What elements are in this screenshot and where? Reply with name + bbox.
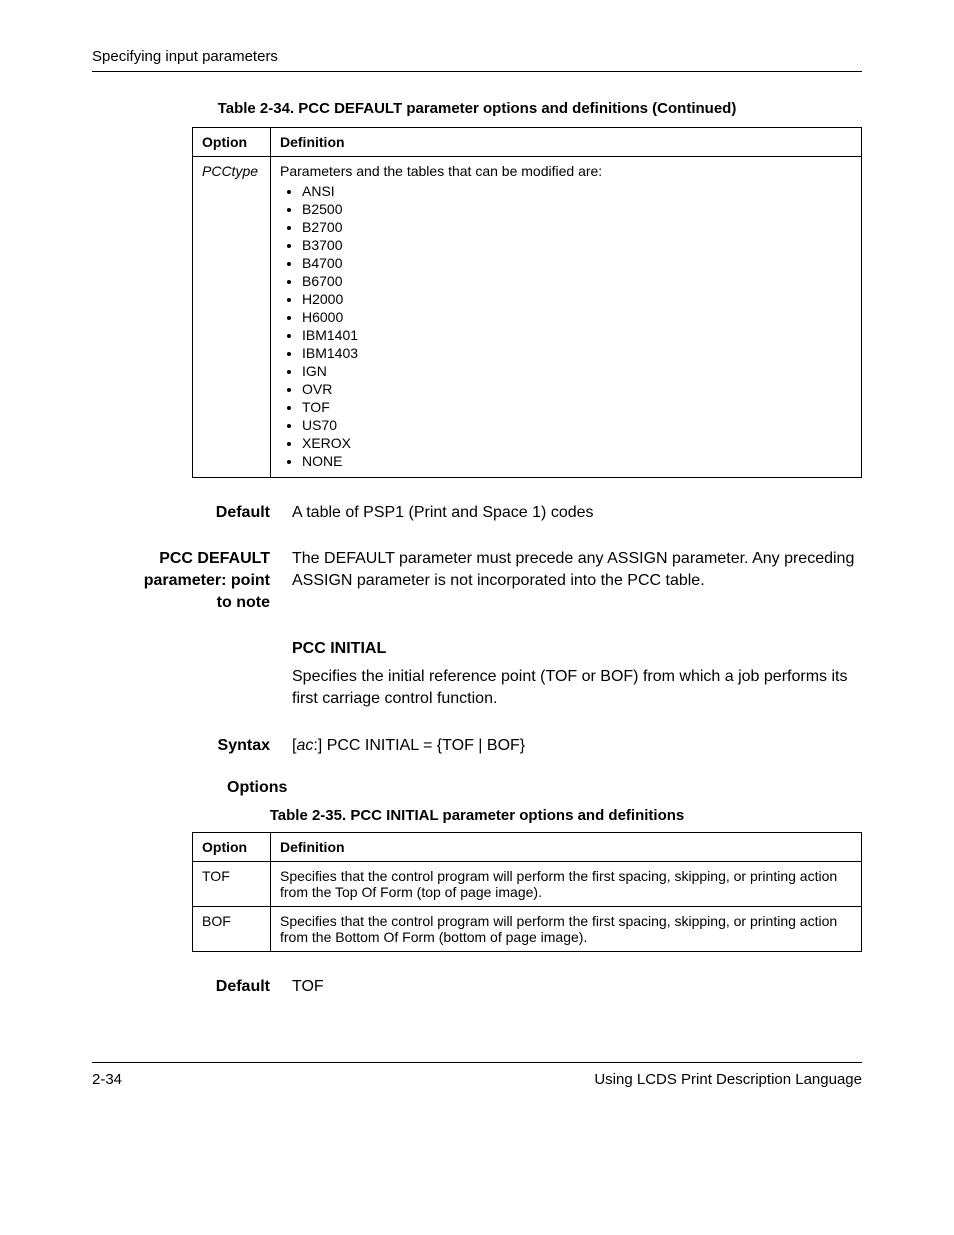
table-2-caption: Table 2-35. PCC INITIAL parameter option… [92, 807, 862, 824]
default-2-text: TOF [292, 976, 862, 998]
section-pcc-initial: PCC INITIAL [92, 638, 862, 660]
table-pcc-initial: Option Definition TOF Specifies that the… [192, 832, 862, 952]
table-pcc-default: Option Definition PCCtype Parameters and… [192, 127, 862, 478]
default-1-row: Default A table of PSP1 (Print and Space… [92, 502, 862, 524]
list-item: B2500 [302, 201, 852, 217]
pcc-initial-text: Specifies the initial reference point (T… [292, 666, 862, 710]
col-header-option: Option [193, 832, 271, 861]
note-label-line-2: parameter: point [144, 572, 270, 589]
doc-title: Using LCDS Print Description Language [594, 1071, 862, 1088]
note-1-row: PCC DEFAULT parameter: point to note The… [92, 548, 862, 614]
default-2-label: Default [92, 976, 292, 998]
syntax-row: Syntax [ac:] PCC INITIAL = {TOF | BOF} [92, 735, 862, 757]
cell-definition: Specifies that the control program will … [271, 906, 862, 951]
cell-definition: Specifies that the control program will … [271, 861, 862, 906]
cell-option: TOF [193, 861, 271, 906]
cell-option: BOF [193, 906, 271, 951]
footer-line: 2-34 Using LCDS Print Description Langua… [92, 1071, 862, 1088]
pcc-initial-heading: PCC INITIAL [292, 638, 862, 660]
default-1-label: Default [92, 502, 292, 524]
cell-option: PCCtype [193, 157, 271, 478]
table-row: BOF Specifies that the control program w… [193, 906, 862, 951]
list-item: IBM1403 [302, 345, 852, 361]
list-item: H2000 [302, 291, 852, 307]
syntax-label: Syntax [92, 735, 292, 757]
note-1-text: The DEFAULT parameter must precede any A… [292, 548, 862, 614]
pcctype-list: ANSI B2500 B2700 B3700 B4700 B6700 H2000… [280, 183, 852, 469]
table-row: TOF Specifies that the control program w… [193, 861, 862, 906]
syntax-body: [ac:] PCC INITIAL = {TOF | BOF} [292, 735, 862, 757]
default-1-text: A table of PSP1 (Print and Space 1) code… [292, 502, 862, 524]
list-item: B3700 [302, 237, 852, 253]
default-2-row: Default TOF [92, 976, 862, 998]
list-item: US70 [302, 417, 852, 433]
page-footer: 2-34 Using LCDS Print Description Langua… [92, 1062, 862, 1088]
cell-definition: Parameters and the tables that can be mo… [271, 157, 862, 478]
syntax-rest: :] PCC INITIAL = {TOF | BOF} [313, 737, 525, 754]
list-item: H6000 [302, 309, 852, 325]
list-item: IBM1401 [302, 327, 852, 343]
table-row: Option Definition [193, 128, 862, 157]
note-label-line-1: PCC DEFAULT [159, 550, 270, 567]
note-1-label: PCC DEFAULT parameter: point to note [92, 548, 292, 614]
list-item: B4700 [302, 255, 852, 271]
header-rule [92, 71, 862, 72]
list-item: ANSI [302, 183, 852, 199]
list-item: B2700 [302, 219, 852, 235]
table-row: Option Definition [193, 832, 862, 861]
footer-rule [92, 1062, 862, 1063]
syntax-ac: ac [296, 737, 313, 754]
table-row: PCCtype Parameters and the tables that c… [193, 157, 862, 478]
page-container: Specifying input parameters Table 2-34. … [0, 0, 954, 1136]
list-item: NONE [302, 453, 852, 469]
col-header-option: Option [193, 128, 271, 157]
section-pcc-initial-text: Specifies the initial reference point (T… [92, 666, 862, 710]
running-header: Specifying input parameters [92, 48, 862, 65]
list-item: TOF [302, 399, 852, 415]
note-label-line-3: to note [217, 594, 270, 611]
col-header-definition: Definition [271, 832, 862, 861]
table-1-caption: Table 2-34. PCC DEFAULT parameter option… [92, 100, 862, 117]
list-item: OVR [302, 381, 852, 397]
list-item: IGN [302, 363, 852, 379]
col-header-definition: Definition [271, 128, 862, 157]
list-item: B6700 [302, 273, 852, 289]
options-label: Options [227, 779, 862, 797]
definition-intro: Parameters and the tables that can be mo… [280, 163, 602, 179]
page-number: 2-34 [92, 1071, 122, 1088]
section-body: PCC INITIAL [292, 638, 862, 660]
list-item: XEROX [302, 435, 852, 451]
